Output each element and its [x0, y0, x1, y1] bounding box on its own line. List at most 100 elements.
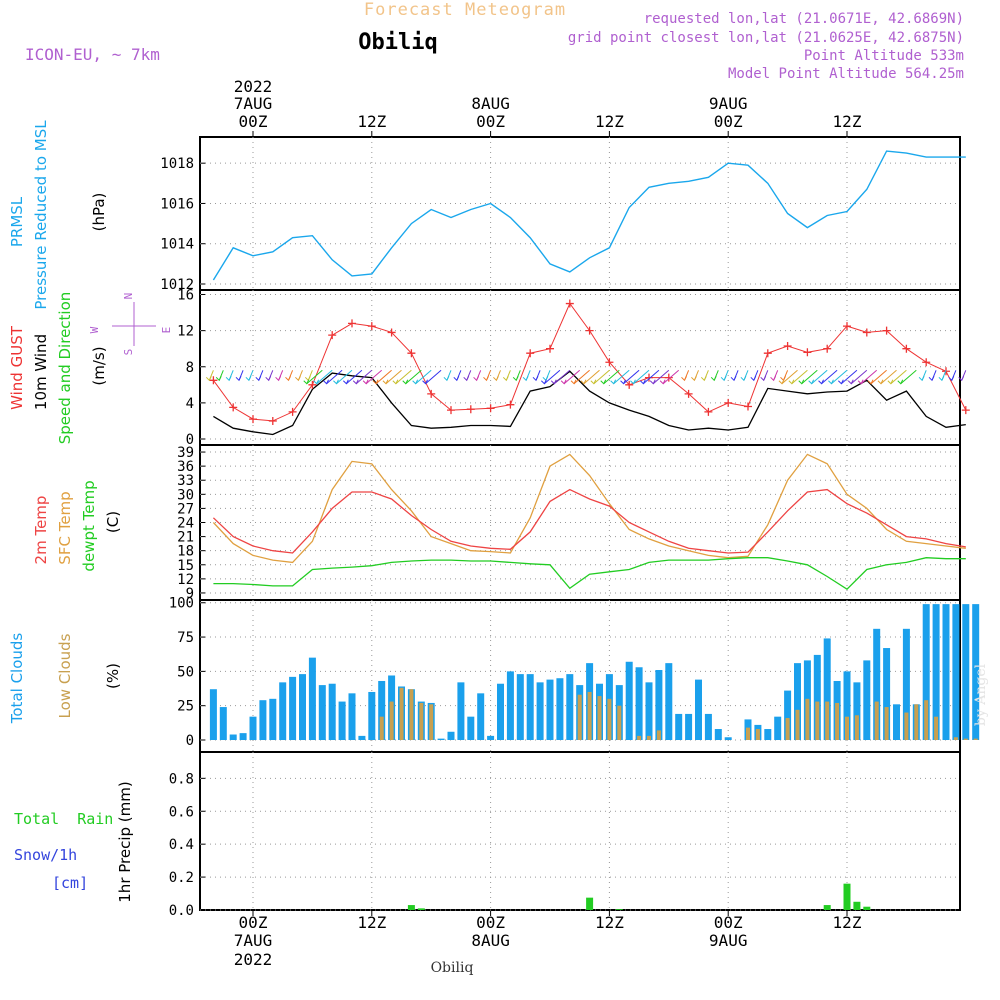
- total-cloud-bar: [843, 671, 851, 740]
- gust-marker: [704, 407, 713, 416]
- total-cloud-bar: [358, 735, 366, 740]
- top-hour-label: 12Z: [833, 112, 862, 131]
- total-cloud-bar: [526, 674, 534, 740]
- total-cloud-bar: [516, 674, 524, 740]
- y-tick-label: 16: [177, 288, 194, 304]
- y-tick-label: 25: [177, 699, 194, 715]
- wind-arrow: [652, 369, 670, 385]
- gust-marker: [447, 406, 455, 415]
- low-cloud-bar: [815, 701, 820, 740]
- low-cloud-bar: [914, 704, 919, 740]
- gust-marker: [348, 319, 356, 328]
- wind-arrow: [850, 369, 868, 385]
- compass-e: E: [160, 327, 173, 334]
- wind-arrowhead: [304, 376, 311, 382]
- wind-arrow: [405, 369, 422, 385]
- wind-arrowhead: [720, 376, 727, 382]
- wind-arrow: [563, 369, 581, 385]
- gust-marker: [922, 358, 931, 367]
- low-cloud-bar: [399, 687, 404, 740]
- low-cloud-bar: [795, 709, 800, 740]
- total-cloud-bar: [289, 676, 297, 740]
- wind-arrow: [890, 369, 907, 385]
- wind-arrowhead: [897, 379, 904, 385]
- wind-arrowhead: [215, 376, 222, 382]
- gust-marker: [862, 328, 871, 337]
- total-cloud-bar: [704, 713, 712, 740]
- gust-marker: [684, 389, 693, 398]
- wind-dir-label: Speed and Direction: [56, 292, 74, 445]
- top-hour-label: 00Z: [239, 112, 268, 131]
- wind-arrowhead: [580, 379, 587, 385]
- t2m-line: [212, 488, 966, 554]
- total-cloud-bar: [625, 661, 633, 740]
- location-title: Obiliq: [358, 30, 437, 55]
- compass-s: S: [122, 349, 135, 356]
- wind-arrowhead: [808, 379, 815, 385]
- wind-arrow: [346, 369, 363, 385]
- wind-arrowhead: [750, 376, 757, 382]
- sfc-label: SFC Temp: [56, 491, 74, 564]
- gust-marker: [783, 341, 792, 350]
- total-cloud-bar: [229, 734, 237, 740]
- low-cloud-bar: [785, 718, 790, 740]
- total-cloud-bar: [695, 679, 702, 740]
- low-cloud-bar: [904, 712, 909, 740]
- wind-arrow: [643, 369, 660, 385]
- wind-arrowhead: [542, 376, 549, 382]
- snow-label: Snow/1h: [14, 846, 77, 864]
- dew-label: dewpt Temp: [80, 480, 98, 571]
- wind-arrowhead: [710, 376, 717, 382]
- rain-bar: [863, 906, 871, 910]
- gust-marker: [229, 403, 238, 412]
- total-cloud-bar: [645, 682, 653, 740]
- y-tick-label: 12: [177, 572, 194, 588]
- total-cloud-bar: [328, 683, 336, 740]
- total-cloud-bar: [368, 691, 376, 740]
- total-cloud-bar: [635, 667, 643, 740]
- low-cloud-bar: [429, 704, 434, 740]
- wind-arrow: [573, 369, 590, 385]
- wind-arrowhead: [265, 376, 272, 382]
- rain-bar: [853, 901, 861, 910]
- wind-arrowhead: [928, 376, 935, 382]
- wind-arrowhead: [463, 376, 470, 382]
- rain-bar: [823, 905, 831, 910]
- y-tick-label: 18: [177, 544, 194, 560]
- low-cloud-bar: [924, 700, 929, 740]
- wind-arrowhead: [483, 376, 489, 382]
- grid-lines: [252, 137, 848, 910]
- y-tick-label: 50: [177, 664, 194, 680]
- low-cloud-bar: [419, 702, 424, 740]
- total-cloud-bar: [784, 690, 792, 740]
- total-cloud-bar: [269, 698, 277, 740]
- product-title: Forecast Meteogram: [364, 0, 566, 20]
- low-cloud-bar: [973, 738, 978, 740]
- total-cloud-bar: [467, 716, 475, 740]
- total-cloud-bar: [487, 735, 495, 740]
- low-cloud-bar: [953, 737, 958, 740]
- t2m-label: 2m Temp: [32, 496, 50, 565]
- model-altitude: Model Point Altitude 564.25m: [728, 66, 964, 82]
- sfc-temp-line: [212, 453, 966, 564]
- pressure-line: [212, 150, 966, 281]
- top-date-label: 7AUG: [234, 94, 273, 113]
- wind-arrow: [306, 369, 323, 385]
- credit-watermark: by Angel: [973, 663, 989, 726]
- y-tick-label: 24: [177, 516, 194, 532]
- gust-marker: [763, 349, 772, 358]
- wind-arrow: [326, 369, 343, 385]
- total-cloud-bar: [794, 663, 801, 740]
- rain-bar: [843, 883, 851, 910]
- wind-arrowhead: [828, 379, 834, 385]
- y-tick-label: 0: [186, 432, 194, 448]
- wind-arrowhead: [342, 379, 349, 385]
- top-date-label: 9AUG: [709, 94, 748, 113]
- gust-marker: [209, 376, 218, 385]
- gust-marker: [268, 416, 277, 425]
- y-tick-label: 39: [177, 445, 194, 461]
- y-tick-label: 15: [177, 558, 194, 574]
- total-cloud-bar: [655, 670, 663, 740]
- low-cloud-bar: [656, 730, 661, 740]
